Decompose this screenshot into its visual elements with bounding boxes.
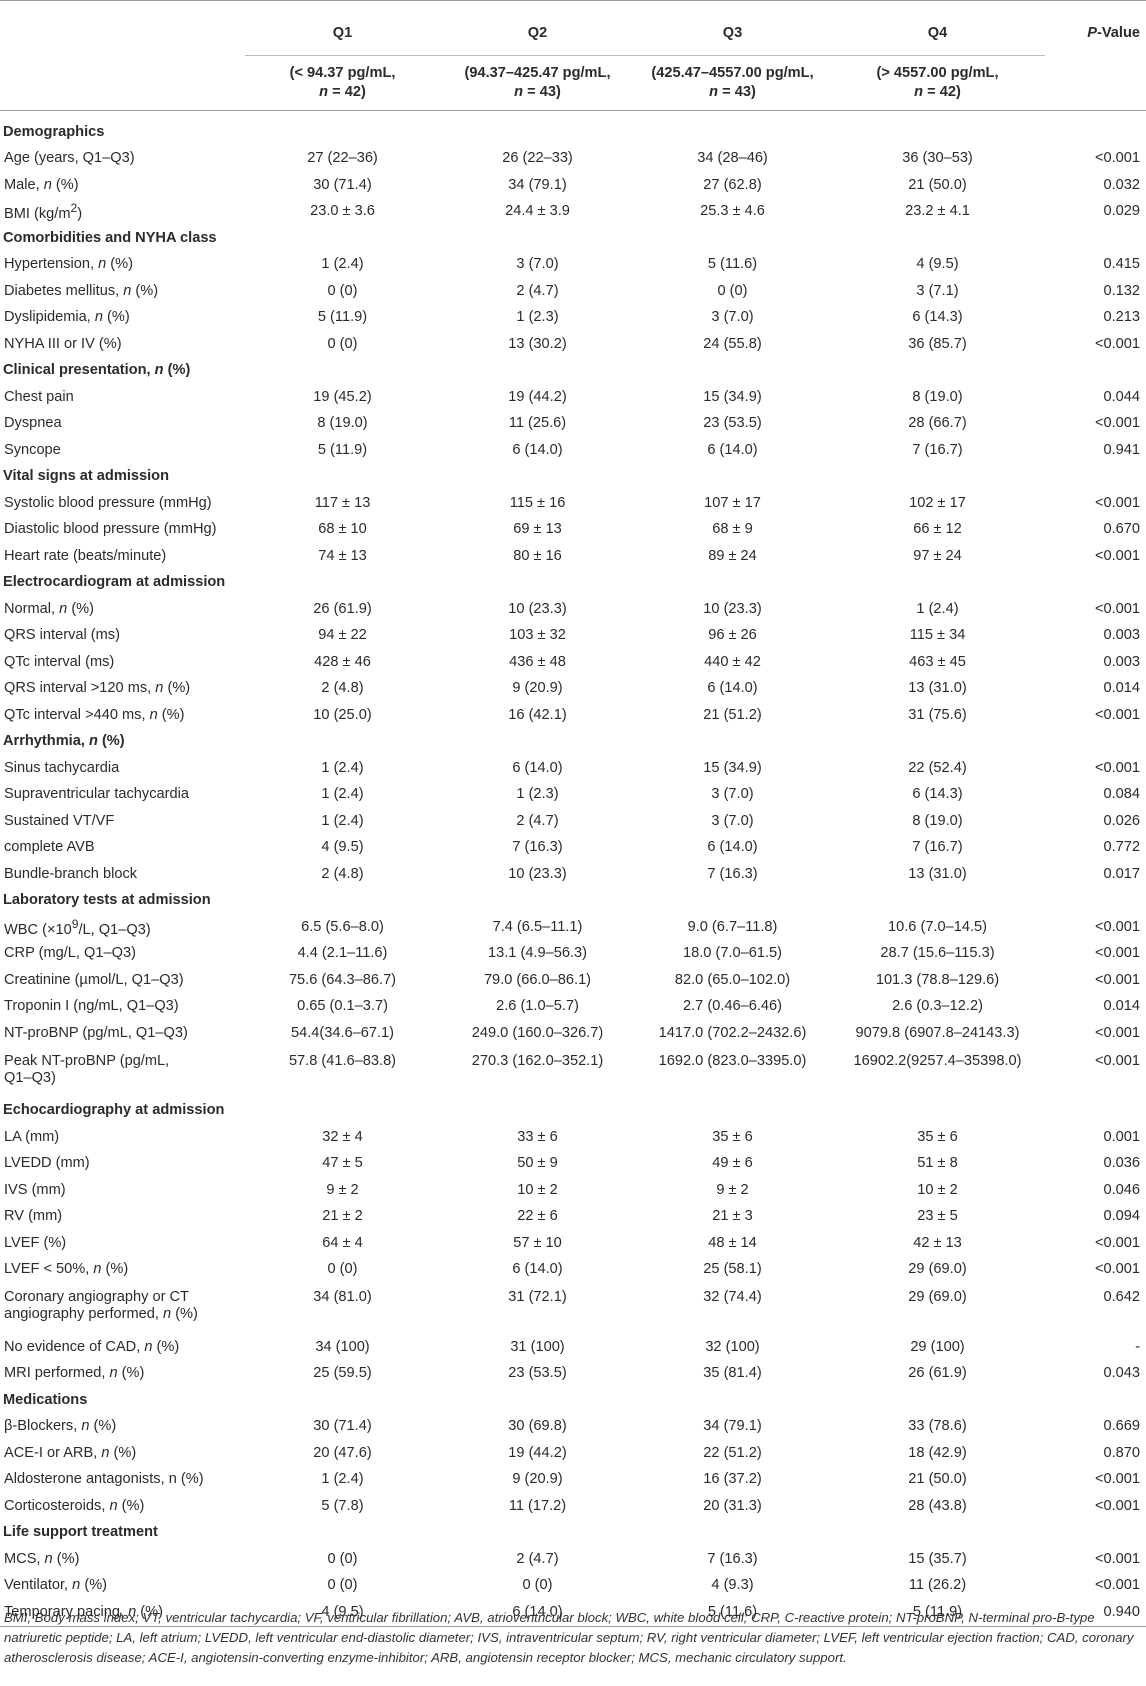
section-title: Laboratory tests at admission bbox=[3, 892, 211, 909]
table-row: Dyslipidemia, n (%) 5 (11.9) 1 (2.3) 3 (7.0… bbox=[4, 309, 1140, 326]
table-row: Sinus tachycardia 1 (2.4) 6 (14.0) 15 (34.9… bbox=[4, 759, 1140, 776]
section-row: Arrhythmia, n (%) bbox=[0, 729, 1146, 756]
table-row: WBC (×109/L, Q1–Q3) 6.5 (5.6–8.0) 7.4 (6.5… bbox=[4, 916, 1140, 938]
table-body: Demographics Age (years, Q1–Q3) 27 (22–36… bbox=[0, 111, 1146, 1627]
section-row: Electrocardiogram at admission bbox=[0, 570, 1146, 597]
table-row: Hypertension, n (%) 1 (2.4) 3 (7.0) 5 (11.6… bbox=[4, 256, 1140, 273]
table-row: NYHA III or IV (%) 0 (0) 13 (30.2) 24 (55.8… bbox=[4, 335, 1140, 352]
table-row: LVEF < 50%, n (%) 0 (0) 6 (14.0) 25 (58.1) 2… bbox=[4, 1261, 1140, 1278]
section-title: Echocardiography at admission bbox=[3, 1102, 225, 1119]
table-row: MCS, n (%) 0 (0) 2 (4.7) 7 (16.3) 15 (35.7) <… bbox=[4, 1550, 1140, 1567]
table-row: Supraventricular tachycardia 1 (2.4) 1 (2.… bbox=[4, 786, 1140, 803]
table-row: Systolic blood pressure (mmHg) 117 ± 13 11… bbox=[4, 494, 1140, 511]
table-row: QTc interval (ms) 428 ± 46 436 ± 48 440 ± 4… bbox=[4, 653, 1140, 670]
section-title: Vital signs at admission bbox=[3, 468, 169, 485]
header-blank bbox=[0, 7, 245, 56]
table-row: NT-proBNP (pg/mL, Q1–Q3) 54.4(34.6–67.1) 2… bbox=[4, 1024, 1140, 1041]
section-row: Medications bbox=[0, 1387, 1146, 1414]
top-rule bbox=[0, 0, 1146, 7]
table-header: Q1 Q2 Q3 Q4 P-Value (< 94.37 pg/mL, n = 4… bbox=[0, 0, 1146, 111]
table-row: Troponin I (ng/mL, Q1–Q3) 0.65 (0.1–3.7) 2… bbox=[4, 998, 1140, 1015]
table-row: BMI (kg/m2) 23.0 ± 3.6 24.4 ± 3.9 25.3 ± 4.… bbox=[4, 201, 1140, 223]
table-row: complete AVB 4 (9.5) 7 (16.3) 6 (14.0) 7 (16… bbox=[4, 839, 1140, 856]
section-row: Laboratory tests at admission bbox=[0, 888, 1146, 915]
header-q4: Q4 bbox=[830, 7, 1045, 56]
section-title: Demographics bbox=[3, 123, 105, 140]
header-q2: Q2 bbox=[440, 7, 635, 56]
section-row: Life support treatment bbox=[0, 1520, 1146, 1547]
table-row: Coronary angiography or CT angiography pe… bbox=[4, 1289, 1140, 1322]
header-pvalue: P-Value bbox=[1087, 24, 1140, 41]
header-q3-range: (425.47–4557.00 pg/mL, n = 43) bbox=[635, 55, 830, 111]
table-row: Bundle-branch block 2 (4.8) 10 (23.3) 7 (16… bbox=[4, 865, 1140, 882]
table-row: Temporary pacing, n (%) 4 (9.5) 6 (14.0) 5 … bbox=[0, 1599, 1146, 1627]
table-row: Male, n (%) 30 (71.4) 34 (79.1) 27 (62.8) 21… bbox=[4, 176, 1140, 193]
section-title: Electrocardiogram at admission bbox=[3, 574, 226, 591]
section-title: Medications bbox=[3, 1391, 88, 1408]
table-row: LVEDD (mm) 47 ± 5 50 ± 9 49 ± 6 51 ± 8 0.036 bbox=[4, 1155, 1140, 1172]
table-row: β-Blockers, n (%) 30 (71.4) 30 (69.8) 34 (7… bbox=[4, 1418, 1140, 1435]
table-row: Creatinine (µmol/L, Q1–Q3) 75.6 (64.3–86.… bbox=[4, 971, 1140, 988]
table-row: Age (years, Q1–Q3) 27 (22–36) 26 (22–33) 34… bbox=[4, 150, 1140, 167]
data-table: Q1 Q2 Q3 Q4 P-Value (< 94.37 pg/mL, n = 4… bbox=[0, 0, 1146, 1627]
table-row: No evidence of CAD, n (%) 34 (100) 31 (100… bbox=[4, 1338, 1140, 1355]
table-row: ACE-I or ARB, n (%) 20 (47.6) 19 (44.2) 22 … bbox=[4, 1444, 1140, 1461]
table-row: Diastolic blood pressure (mmHg) 68 ± 10 69… bbox=[4, 521, 1140, 538]
table-row: Diabetes mellitus, n (%) 0 (0) 2 (4.7) 0 (0… bbox=[4, 282, 1140, 299]
section-title: Arrhythmia, n (%) bbox=[3, 733, 125, 750]
header-q1: Q1 bbox=[245, 7, 440, 56]
table-row: LVEF (%) 64 ± 4 57 ± 10 48 ± 14 42 ± 13 <0.00… bbox=[4, 1234, 1140, 1251]
table-row: RV (mm) 21 ± 2 22 ± 6 21 ± 3 23 ± 5 0.094 bbox=[4, 1208, 1140, 1225]
table-row: Normal, n (%) 26 (61.9) 10 (23.3) 10 (23.3)… bbox=[4, 600, 1140, 617]
table-row: Ventilator, n (%) 0 (0) 0 (0) 4 (9.3) 11 (26… bbox=[4, 1577, 1140, 1594]
table-row: Chest pain 19 (45.2) 19 (44.2) 15 (34.9) 8 (… bbox=[4, 388, 1140, 405]
table-row: Sustained VT/VF 1 (2.4) 2 (4.7) 3 (7.0) 8 (1… bbox=[4, 812, 1140, 829]
section-title: Life support treatment bbox=[3, 1524, 158, 1541]
table-row: Heart rate (beats/minute) 74 ± 13 80 ± 16 8… bbox=[4, 547, 1140, 564]
section-row: Echocardiography at admission bbox=[0, 1098, 1146, 1125]
header-q3: Q3 bbox=[635, 7, 830, 56]
header-q1-range: (< 94.37 pg/mL, n = 42) bbox=[245, 55, 440, 111]
section-title: Clinical presentation, n (%) bbox=[3, 362, 191, 379]
section-row: Clinical presentation, n (%) bbox=[0, 358, 1146, 385]
section-title: Comorbidities and NYHA class bbox=[3, 229, 217, 246]
table-footnote: BMI, Body mass index; VT, ventricular ta… bbox=[4, 1610, 1134, 1665]
section-row: Vital signs at admission bbox=[0, 464, 1146, 491]
header-blank-2 bbox=[0, 55, 245, 111]
header-q4-range: (> 4557.00 pg/mL, n = 42) bbox=[830, 55, 1045, 111]
table-row: Aldosterone antagonists, n (%) 1 (2.4) 9 (… bbox=[4, 1471, 1140, 1488]
table-row: Peak NT-proBNP (pg/mL, Q1–Q3) 57.8 (41.6–8… bbox=[4, 1052, 1140, 1086]
table-row: Corticosteroids, n (%) 5 (7.8) 11 (17.2) 20… bbox=[4, 1497, 1140, 1514]
section-row: Comorbidities and NYHA class bbox=[0, 225, 1146, 252]
table-row: CRP (mg/L, Q1–Q3) 4.4 (2.1–11.6) 13.1 (4.9… bbox=[4, 945, 1140, 962]
header-blank-3 bbox=[1045, 55, 1146, 111]
table-row: QRS interval >120 ms, n (%) 2 (4.8) 9 (20.… bbox=[4, 680, 1140, 697]
table-row: LA (mm) 32 ± 4 33 ± 6 35 ± 6 35 ± 6 0.001 bbox=[4, 1128, 1140, 1145]
table-row: MRI performed, n (%) 25 (59.5) 23 (53.5) 35… bbox=[4, 1365, 1140, 1382]
header-q2-range: (94.37–425.47 pg/mL, n = 43) bbox=[440, 55, 635, 111]
section-row: Demographics bbox=[0, 119, 1146, 146]
table-row: QRS interval (ms) 94 ± 22 103 ± 32 96 ± 26 1… bbox=[4, 627, 1140, 644]
table-row: QTc interval >440 ms, n (%) 10 (25.0) 16 (… bbox=[4, 706, 1140, 723]
table-row: Syncope 5 (11.9) 6 (14.0) 6 (14.0) 7 (16.7) 0… bbox=[4, 441, 1140, 458]
table-row: Dyspnea 8 (19.0) 11 (25.6) 23 (53.5) 28 (66.… bbox=[4, 415, 1140, 432]
